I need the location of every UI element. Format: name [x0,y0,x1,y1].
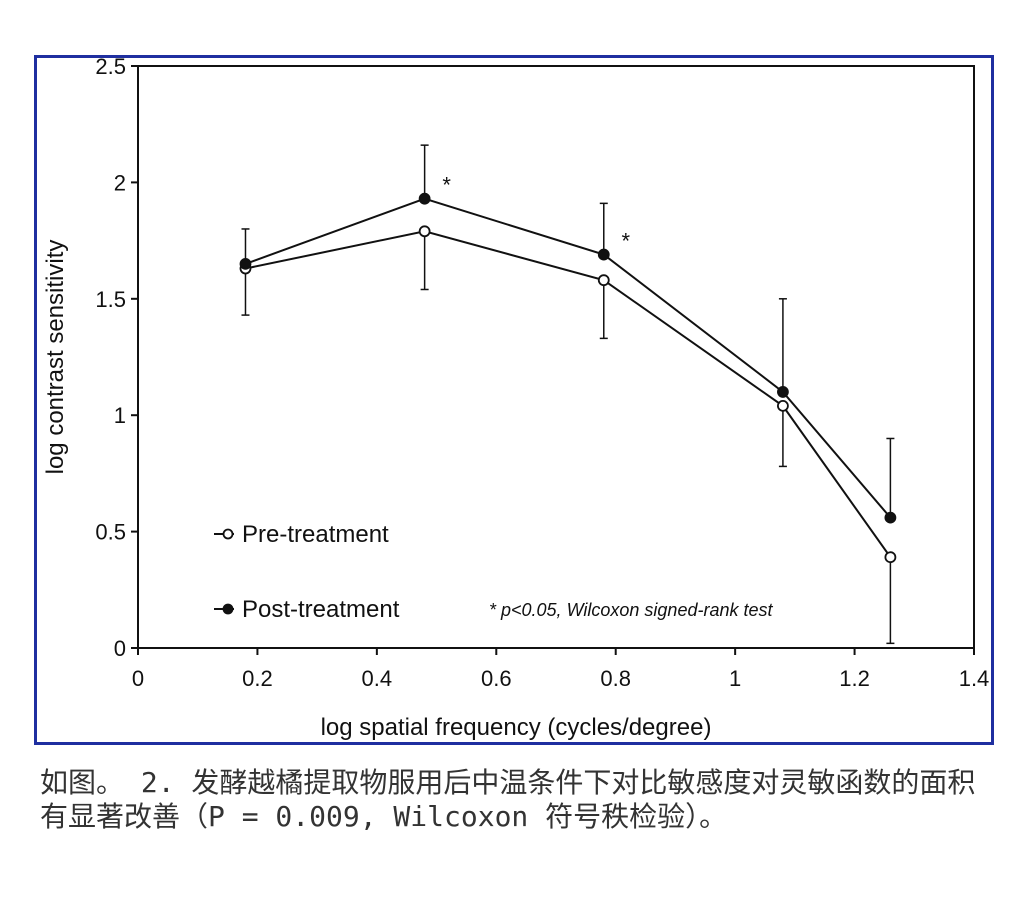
legend-marker-open-circle [222,528,234,540]
legend-label-pre-treatment: Pre-treatment [242,521,389,548]
x-tick-label: 0.6 [481,666,512,691]
x-tick-label: 1.2 [839,666,870,691]
data-point-pre-treatment [418,225,431,238]
x-tick-label: 0.8 [600,666,631,691]
series-line-post-treatment [245,197,892,519]
significance-markers: ** [442,173,630,254]
legend-item-pre-treatment: Pre-treatment [214,521,389,548]
x-tick-label: 1 [729,666,741,691]
legend-item-post-treatment: Post-treatment [214,596,400,623]
x-axis-ticks: 0 0.2 0.4 0.6 0.8 1 1.2 1.4 [132,648,989,691]
data-point-post-treatment [884,511,897,524]
data-point-pre-treatment [884,551,897,564]
legend-label-post-treatment: Post-treatment [242,596,400,623]
data-point-post-treatment [418,192,431,205]
legend: Pre-treatment Post-treatment [214,521,400,623]
plot-area-border [137,65,975,649]
y-axis-title: log contrast sensitivity [42,240,69,475]
data-point-post-treatment [239,257,252,270]
y-axis-ticks: 0 0.5 1 1.5 2 2.5 [95,58,138,661]
data-point-pre-treatment [777,399,789,412]
series-post-treatment [241,144,895,519]
chart-canvas: 00.511.522.5 0 0.2 0.4 0.6 0.8 1 1.2 1.4 ** log… [42,58,989,741]
chart-figure: 0 0.5 1 1.5 2 2.5 0 0.2 0.4 0.6 0.8 1 1.2 1.4 * * log… [34,55,994,745]
x-tick-label: 1.4 [959,666,990,691]
series-line-pre-treatment [245,230,892,558]
data-point-post-treatment [597,248,610,261]
x-tick-label: 0 [132,666,144,691]
significance-note: * p<0.05, Wilcoxon signed-rank test [489,600,773,620]
significance-asterisk: * [621,229,630,254]
y-tick-label: 2.5 [95,58,126,79]
x-tick-label: 0.2 [242,666,273,691]
legend-marker-filled-circle [222,603,234,615]
data-point-post-treatment [777,386,789,398]
x-tick-label: 0.4 [362,666,393,691]
data-point-pre-treatment [597,274,610,287]
x-axis-title: log spatial frequency (cycles/degree) [321,714,712,741]
series-layer [239,144,897,645]
y-tick-label: 1 [114,403,126,428]
figure-caption: 如图。 2. 发酵越橘提取物服用后中温条件下对比敏感度对灵敏函数的面积有显著改善… [40,766,976,833]
y-tick-label: 0 [114,636,126,661]
series-pre-treatment [241,230,895,645]
y-tick-label: 2 [114,170,126,195]
y-tick-label: 0.5 [95,520,126,545]
y-tick-label: 1.5 [95,287,126,312]
significance-asterisk: * [442,173,451,198]
